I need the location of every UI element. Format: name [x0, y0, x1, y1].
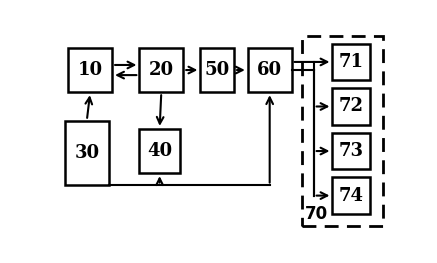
Bar	[302, 36, 383, 226]
Text: 30: 30	[74, 144, 99, 162]
Bar	[68, 48, 112, 92]
Text: 73: 73	[339, 142, 364, 160]
Text: 20: 20	[149, 61, 174, 79]
Bar	[200, 48, 234, 92]
Text: 71: 71	[339, 53, 364, 71]
Text: 60: 60	[257, 61, 282, 79]
Text: 74: 74	[339, 186, 364, 205]
Bar	[333, 133, 370, 169]
Bar	[333, 177, 370, 214]
Text: 70: 70	[305, 205, 328, 223]
Text: 40: 40	[147, 142, 172, 160]
Text: 72: 72	[339, 98, 364, 115]
Text: 50: 50	[205, 61, 230, 79]
Bar	[333, 44, 370, 80]
Text: 10: 10	[78, 61, 103, 79]
Bar	[139, 129, 180, 173]
Bar	[65, 121, 109, 185]
Bar	[139, 48, 184, 92]
Bar	[248, 48, 292, 92]
Bar	[333, 88, 370, 125]
